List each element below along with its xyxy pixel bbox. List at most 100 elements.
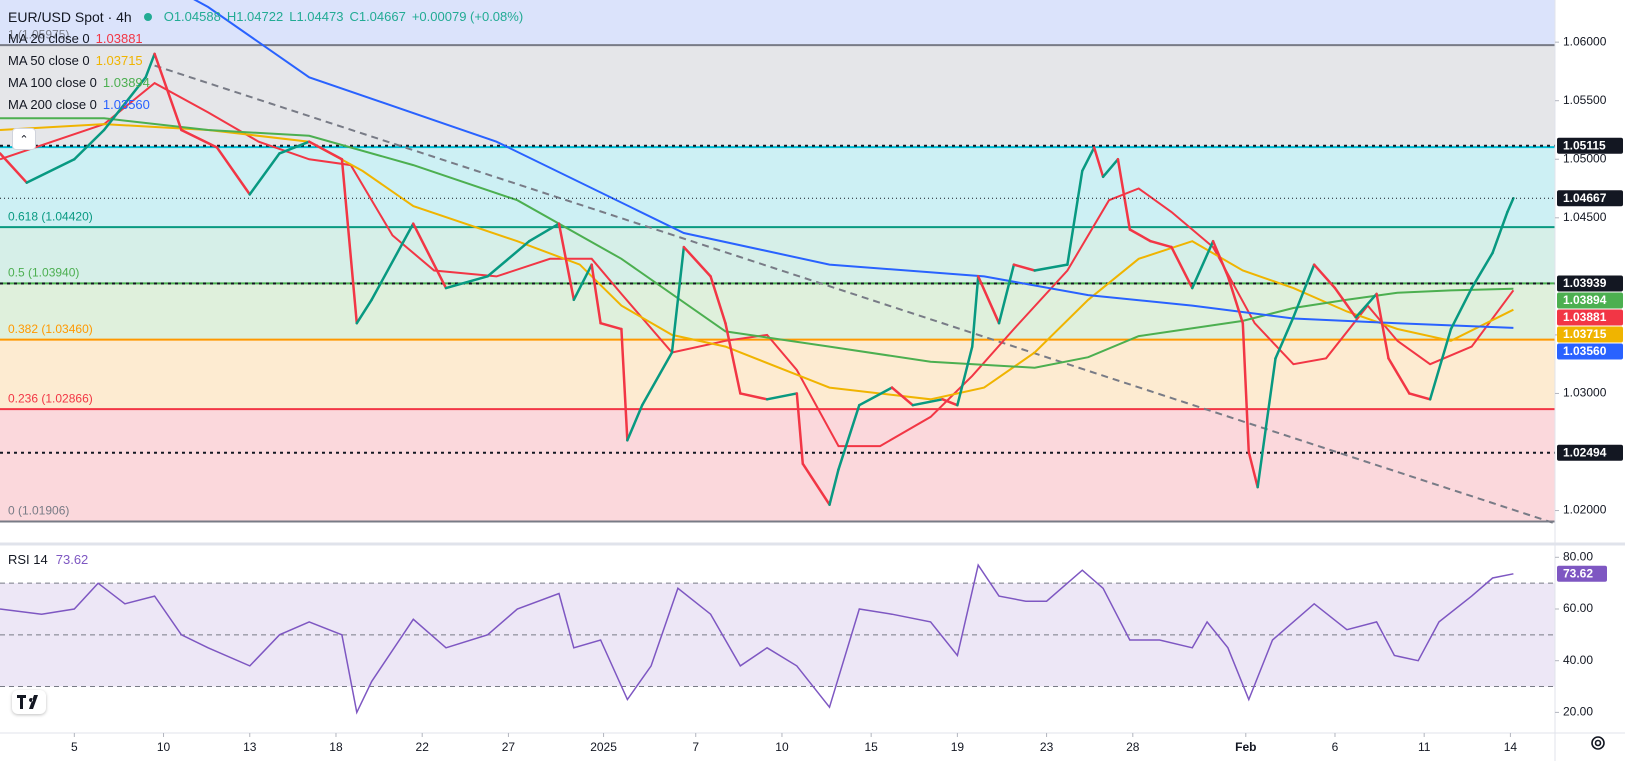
price-badge bbox=[1557, 444, 1623, 461]
price-segment bbox=[1312, 263, 1337, 290]
price-segment bbox=[572, 263, 593, 302]
price-badge-label: 1.05115 bbox=[1563, 138, 1606, 152]
price-segment bbox=[1211, 239, 1230, 278]
x-tick-label: 27 bbox=[502, 740, 516, 754]
x-tick-label: 10 bbox=[157, 740, 171, 754]
price-segment bbox=[670, 245, 686, 354]
symbol-title[interactable]: EUR/USD Spot · 4h bbox=[8, 9, 132, 25]
price-segment bbox=[976, 275, 1001, 325]
logo[interactable] bbox=[12, 690, 46, 714]
price-badge bbox=[1557, 309, 1623, 326]
price-segment bbox=[682, 245, 712, 278]
price-segment bbox=[837, 403, 861, 471]
rsi-y-tick-label: 40.00 bbox=[1563, 653, 1593, 667]
price-segment bbox=[1149, 239, 1173, 249]
x-tick-label: 23 bbox=[1040, 740, 1054, 754]
price-segment bbox=[941, 398, 959, 407]
x-tick-label: 15 bbox=[864, 740, 878, 754]
y-tick-label: 1.04500 bbox=[1563, 210, 1607, 224]
fib-band bbox=[0, 409, 1555, 522]
rsi-line bbox=[0, 563, 1514, 715]
price-badge-label: 1.03881 bbox=[1563, 310, 1607, 324]
indicator-row: MA 200 close 0 1.03560 bbox=[8, 94, 523, 116]
price-segment bbox=[765, 392, 799, 401]
price-segment bbox=[340, 158, 359, 325]
price-segment bbox=[1354, 292, 1378, 319]
price-badge-label: 1.02494 bbox=[1563, 445, 1607, 459]
fib-band bbox=[0, 45, 1555, 148]
price-segment bbox=[0, 152, 29, 184]
ohlc-open: O1.04588 bbox=[163, 9, 221, 24]
price-segment bbox=[307, 140, 344, 161]
price-segment bbox=[739, 392, 769, 401]
fib-label: 0 (1.01906) bbox=[8, 504, 69, 518]
ohlc-low: L1.04473 bbox=[289, 9, 344, 24]
fib-label: 0.618 (1.04420) bbox=[8, 209, 93, 223]
rsi-title[interactable]: RSI 14 bbox=[8, 552, 48, 567]
price-badge bbox=[1557, 292, 1623, 309]
x-tick-label: 7 bbox=[692, 740, 699, 754]
price-segment bbox=[215, 146, 252, 196]
price-pane: 1 (1.05975) 0.618 (1.04420) 0.5 (1.03940) 0… bbox=[0, 0, 1555, 525]
price-segment bbox=[709, 275, 727, 325]
price-segment bbox=[1408, 392, 1432, 401]
price-badge bbox=[1557, 190, 1623, 207]
settings-button[interactable] bbox=[1588, 733, 1608, 753]
ohlc-close: C1.04667 bbox=[349, 9, 406, 24]
price-badge bbox=[1557, 326, 1623, 343]
price-segment bbox=[144, 52, 156, 79]
indicator-value: 1.03881 bbox=[95, 31, 143, 46]
x-tick-label: 10 bbox=[775, 740, 789, 754]
fib-label: 1 (1.05975) bbox=[8, 27, 69, 41]
y-tick-label: 1.05000 bbox=[1563, 151, 1607, 165]
x-tick-label: 28 bbox=[1126, 740, 1140, 754]
x-tick-label: 13 bbox=[243, 740, 257, 754]
x-tick-label: 19 bbox=[951, 740, 965, 754]
price-segment bbox=[1256, 357, 1277, 489]
price-segment bbox=[911, 398, 944, 407]
price-segment bbox=[1387, 357, 1411, 395]
rsi-badge-label: 73.62 bbox=[1563, 566, 1593, 580]
rsi-y-tick-label: 60.00 bbox=[1563, 601, 1593, 615]
x-tick-label: 22 bbox=[416, 740, 430, 754]
price-segment bbox=[527, 222, 561, 243]
price-segment bbox=[1116, 158, 1132, 231]
price-segment bbox=[640, 351, 674, 407]
price-segment bbox=[1247, 450, 1259, 489]
rsi-pane bbox=[0, 563, 1555, 715]
indicator-value: 1.03715 bbox=[95, 53, 143, 68]
fib-label: 0.236 (1.02866) bbox=[8, 391, 93, 405]
y-tick-label: 1.06000 bbox=[1563, 34, 1607, 48]
indicator-name[interactable]: MA 50 close 0 bbox=[8, 53, 90, 68]
indicator-name[interactable]: MA 100 close 0 bbox=[8, 75, 97, 90]
price-segment bbox=[801, 462, 831, 506]
price-segment bbox=[486, 239, 531, 278]
price-segment bbox=[890, 386, 915, 407]
price-badge-label: 1.03939 bbox=[1563, 276, 1607, 290]
price-segment bbox=[828, 468, 840, 506]
rsi-legend: RSI 14 73.62 bbox=[8, 552, 88, 567]
price-segment bbox=[620, 327, 629, 442]
indicator-name[interactable]: MA 200 close 0 bbox=[8, 97, 97, 112]
ohlc-change: +0.00079 (+0.08%) bbox=[411, 9, 524, 24]
price-badge-label: 1.03715 bbox=[1563, 327, 1607, 341]
indicator-name[interactable]: MA 20 close 0 bbox=[8, 31, 90, 46]
price-segment bbox=[412, 222, 448, 290]
price-segment bbox=[444, 275, 489, 290]
fib-band bbox=[0, 0, 1555, 46]
x-tick-label: 2025 bbox=[590, 740, 617, 754]
collapse-legend-button[interactable]: ⌃ bbox=[12, 128, 36, 150]
price-badge-label: 1.03894 bbox=[1563, 293, 1607, 307]
moving-average bbox=[193, 0, 1514, 329]
price-segment bbox=[1241, 321, 1251, 454]
price-segment bbox=[970, 275, 980, 348]
price-segment bbox=[1128, 228, 1152, 243]
indicator-row: MA 100 close 0 1.03894 bbox=[8, 72, 523, 94]
indicator-row: MA 50 close 0 1.03715 bbox=[8, 50, 523, 72]
price-segment bbox=[153, 52, 183, 132]
price-segment bbox=[102, 76, 147, 132]
price-segment bbox=[180, 128, 219, 149]
rsi-y-tick-label: 80.00 bbox=[1563, 549, 1593, 563]
